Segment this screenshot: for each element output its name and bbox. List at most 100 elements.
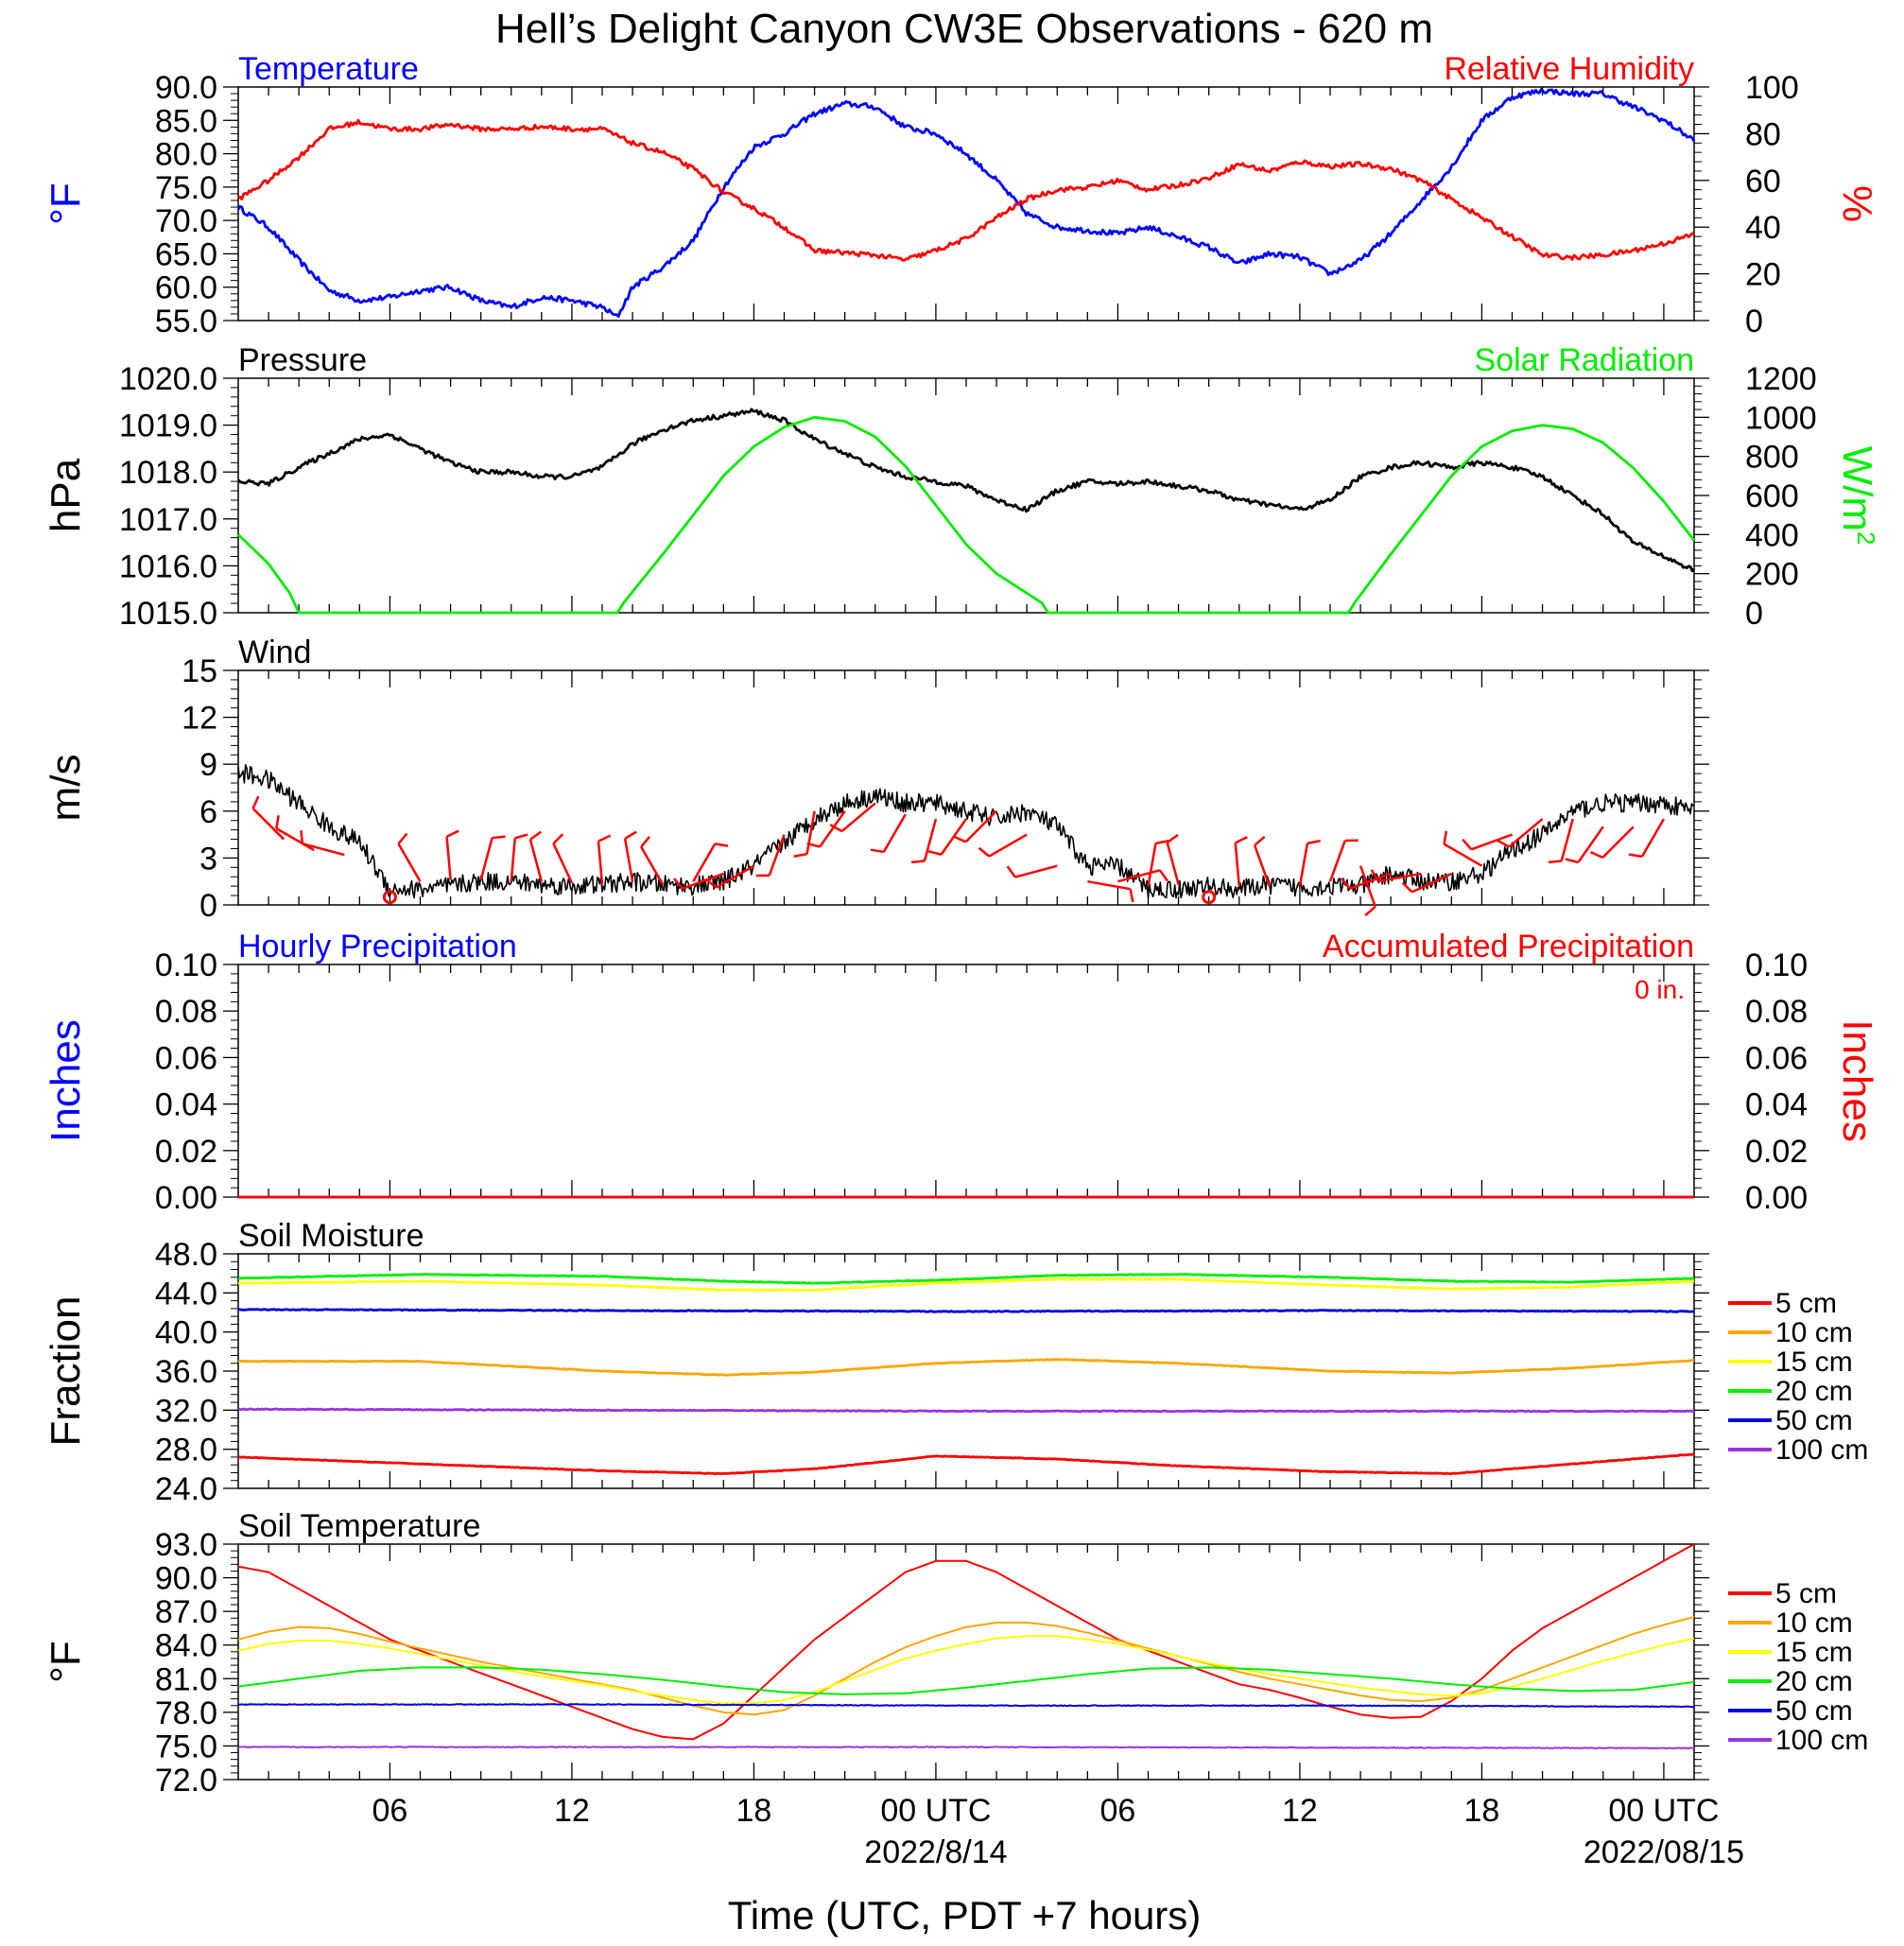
legend-label: 20 cm xyxy=(1775,1666,1853,1697)
wind-barb-staff xyxy=(1234,843,1240,887)
wind-barb xyxy=(1006,864,1058,878)
wind-barb xyxy=(552,833,574,884)
wind-barb xyxy=(1298,840,1321,887)
wind-barb-staff xyxy=(623,838,634,882)
y-tick-label-left: 32.0 xyxy=(155,1393,217,1429)
legend-label: 20 cm xyxy=(1775,1376,1853,1407)
panel-pressure_solar: 1015.0 1016.0 1017.0 1018.0 1019.0 1020.0 0200… xyxy=(43,342,1880,632)
y-tick-label-right: 0.00 xyxy=(1745,1180,1808,1216)
legend-label: 10 cm xyxy=(1775,1317,1853,1348)
wind-barb-staff xyxy=(1377,872,1422,883)
wind-barb xyxy=(1359,865,1376,916)
wind-barb-flag xyxy=(1443,830,1448,844)
y-tick-label-right: 800 xyxy=(1745,440,1799,476)
y-tick-label-left: 78.0 xyxy=(155,1695,217,1731)
series-line-solar-radiation xyxy=(237,415,1696,615)
wind-barb-flag xyxy=(1006,865,1016,878)
y-tick-label-right: 600 xyxy=(1745,478,1799,514)
y-tick-label-left: 75.0 xyxy=(155,170,217,206)
x-date-label: 2022/8/14 xyxy=(864,1834,1007,1870)
wind-barb-staff xyxy=(1349,872,1392,890)
wind-barb-staff xyxy=(1166,842,1180,885)
y-axis-label-left: °F xyxy=(43,1641,89,1682)
wind-barb-flag xyxy=(1364,905,1376,916)
wind-barb-flag xyxy=(446,829,459,838)
y-tick-label-left: 1016.0 xyxy=(119,548,217,584)
panel-soil_temp: 72.075.078.081.084.087.090.093.0 Soil Tem… xyxy=(43,1508,1868,1870)
wind-barb-staff xyxy=(1298,843,1309,887)
wind-barb xyxy=(692,843,729,882)
wind-barb xyxy=(1117,869,1169,883)
series-line-20-cm xyxy=(237,1666,1695,1695)
wind-barb-staff xyxy=(510,838,517,882)
wind-barb xyxy=(597,834,612,885)
series-line-pressure xyxy=(237,408,1696,573)
wind-barb-staff xyxy=(923,818,938,861)
x-tick-label: 06 xyxy=(372,1793,408,1829)
y-tick-label-right: 1000 xyxy=(1745,400,1817,436)
wind-barb-staff xyxy=(819,810,846,848)
legend-label: 50 cm xyxy=(1775,1695,1853,1727)
wind-barb-flag xyxy=(514,833,528,840)
wind-barb-staff xyxy=(682,872,724,890)
series-line-5-cm xyxy=(237,1543,1695,1741)
wind-barb xyxy=(445,829,459,880)
y-tick-label-left: 44.0 xyxy=(155,1276,217,1312)
y-tick-label-right: 0.02 xyxy=(1745,1134,1808,1170)
y-tick-label-left: 55.0 xyxy=(155,304,217,339)
wind-barb xyxy=(397,832,422,882)
wind-barb-flag xyxy=(1462,838,1473,851)
series-line-100-cm xyxy=(237,1407,1695,1414)
wind-barb xyxy=(1565,825,1604,864)
panel-title-left: Temperature xyxy=(238,51,419,87)
wind-barb xyxy=(479,835,506,880)
panel-title-left: Soil Temperature xyxy=(238,1508,480,1544)
series-line-50-cm xyxy=(237,1308,1695,1313)
wind-barb-flag xyxy=(806,842,821,848)
y-tick-label-right: 0.10 xyxy=(1745,947,1808,983)
y-tick-label-left: 0 xyxy=(199,888,217,924)
wind-barb-staff xyxy=(768,834,786,877)
legend-label: 50 cm xyxy=(1775,1405,1853,1436)
wind-barb-staff xyxy=(251,808,286,841)
panel-title-right: Relative Humidity xyxy=(1444,51,1694,87)
y-tick-label-left: 36.0 xyxy=(155,1354,217,1390)
y-tick-label-left: 1020.0 xyxy=(119,361,217,397)
y-tick-label-left: 93.0 xyxy=(155,1527,217,1563)
y-tick-label-left: 15 xyxy=(182,653,217,689)
wind-barb-flag xyxy=(1307,840,1321,845)
wind-barb-staff xyxy=(1411,872,1452,894)
series-line-5-cm xyxy=(237,1452,1695,1476)
y-tick-label-left: 12 xyxy=(182,701,217,737)
wind-barb-staff xyxy=(882,813,907,853)
y-tick-label-left: 90.0 xyxy=(155,70,217,106)
wind-barb-staff xyxy=(964,809,997,843)
wind-barb-staff xyxy=(715,864,755,889)
legend-label: 5 cm xyxy=(1775,1288,1837,1319)
y-tick-label-left: 85.0 xyxy=(155,103,217,139)
wind-barb-flag xyxy=(1155,840,1169,845)
y-tick-label-right: 200 xyxy=(1745,557,1799,593)
wind-barb-flag xyxy=(624,830,637,840)
panels: 55.060.065.070.075.080.085.090.002040608… xyxy=(43,51,1880,1870)
wind-barb-flag xyxy=(1370,869,1380,882)
wind-barb-flag xyxy=(640,836,650,848)
x-tick-label: 12 xyxy=(1282,1793,1318,1829)
wind-barb-staff xyxy=(805,810,816,855)
y-tick-label-right: 20 xyxy=(1745,257,1781,293)
y-tick-label-left: 87.0 xyxy=(155,1594,217,1630)
wind-barb-flag xyxy=(1166,833,1179,844)
legend-label: 100 cm xyxy=(1775,1434,1868,1466)
y-tick-label-right: 0 xyxy=(1745,304,1763,339)
wind-barb-flag xyxy=(1401,881,1413,894)
x-axis-label: Time (UTC, PDT +7 hours) xyxy=(728,1893,1202,1937)
x-tick-label: 00 UTC xyxy=(1608,1793,1719,1829)
wind-barb xyxy=(793,810,816,858)
wind-barb-flag xyxy=(927,850,942,856)
wind-barb-flag xyxy=(597,834,612,843)
wind-barb xyxy=(755,834,786,877)
wind-barb-flag xyxy=(1590,850,1603,860)
panel-annotation: 0 in. xyxy=(1635,975,1685,1004)
wind-barb-flag xyxy=(1565,858,1579,864)
y-axis-label-right: % xyxy=(1834,185,1880,222)
